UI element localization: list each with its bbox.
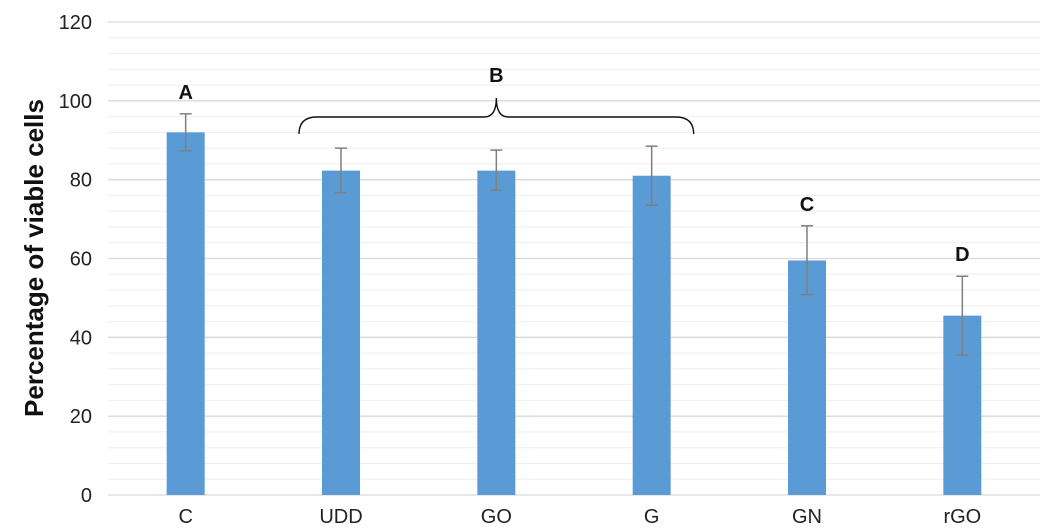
error-bar-UDD	[335, 147, 347, 194]
x-axis-ticks: C UDD GO G GN rGO	[178, 506, 981, 528]
error-bar-GO	[490, 149, 503, 192]
bar-G	[632, 175, 671, 495]
group-label: A	[178, 82, 192, 104]
x-tick-label: GO	[481, 506, 512, 528]
bar-C	[166, 132, 205, 495]
x-tick-label: rGO	[943, 506, 981, 528]
y-axis-ticks: 0 20 40 60 80 100 120	[59, 12, 92, 507]
group-label: C	[800, 194, 814, 216]
y-tick-label: 0	[81, 485, 92, 507]
annotations: A B C D	[178, 65, 969, 266]
x-tick-label: UDD	[319, 506, 362, 528]
y-tick-label: 40	[70, 327, 92, 349]
bar-UDD	[322, 170, 360, 495]
x-tick-label: C	[178, 506, 192, 528]
y-tick-label: 100	[59, 91, 92, 113]
grid-lines	[108, 21, 1040, 496]
group-label: D	[955, 244, 969, 266]
bar-GO	[477, 170, 516, 495]
error-bar-G	[645, 145, 658, 207]
x-tick-label: G	[644, 506, 660, 528]
error-bars	[179, 113, 969, 356]
bars	[166, 132, 982, 495]
error-bar-C	[179, 113, 192, 152]
y-tick-label: 120	[59, 12, 92, 34]
y-tick-label: 60	[70, 249, 92, 271]
error-bar-GN	[801, 225, 813, 296]
x-tick-label: GN	[792, 506, 822, 528]
y-tick-label: 20	[70, 406, 92, 428]
y-tick-label: 80	[70, 170, 92, 192]
group-label: B	[489, 65, 503, 87]
error-bar-rGO	[956, 275, 969, 356]
bar-GN	[788, 260, 826, 495]
group-bracket	[298, 97, 695, 135]
y-axis-label: Percentage of viable cells	[19, 99, 49, 417]
